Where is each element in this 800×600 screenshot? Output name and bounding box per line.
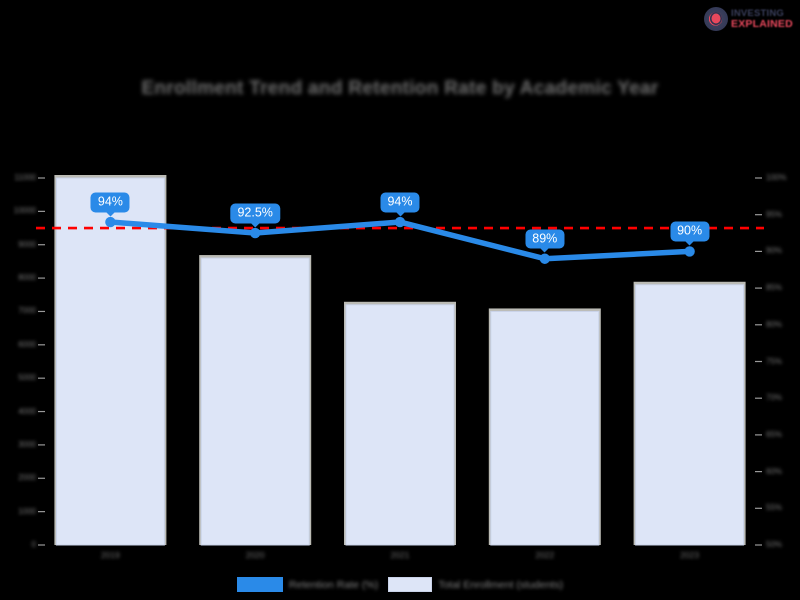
y-axis-left-tick-label: 3000: [18, 439, 36, 449]
y-axis-left-tick-label: 5000: [18, 373, 36, 383]
x-axis-tick-label-2019: 2019: [100, 550, 120, 560]
data-label-2023: 90%: [670, 221, 710, 242]
brand-logo-line1: INVESTING: [731, 7, 785, 19]
data-label-2019: 94%: [90, 192, 130, 213]
line-marker-2022[interactable]: [539, 253, 550, 264]
y-axis-right-tick-label: 85%: [766, 283, 783, 293]
brand-logo-icon: [704, 7, 728, 31]
y-axis-left-tick-label: 2000: [18, 473, 36, 483]
y-axis-left-tick-label: 1000: [18, 506, 36, 516]
data-label-2020: 92.5%: [230, 203, 280, 224]
y-axis-right-tick-label: 65%: [766, 429, 783, 439]
bar-2019[interactable]: [55, 177, 165, 546]
legend-swatch-bar-icon: [388, 577, 433, 592]
x-axis-tick-label-2020: 2020: [245, 550, 265, 560]
y-axis-left-tick-label: 11000: [14, 173, 36, 182]
bar-2022[interactable]: [490, 310, 600, 546]
x-axis-tick-label-2022: 2022: [535, 550, 555, 560]
bar-2023[interactable]: [635, 284, 745, 546]
y-axis-right-tick-label: 70%: [766, 393, 783, 403]
data-label-2021: 94%: [380, 192, 420, 213]
y-axis-left-tick-label: 9000: [18, 239, 36, 249]
line-marker-2023[interactable]: [684, 246, 695, 257]
y-axis-left-tick-label: 8000: [18, 273, 36, 283]
data-label-2022: 89%: [525, 229, 565, 249]
legend-label-total-enrollment: Total Enrollment (students): [438, 578, 564, 591]
x-axis-tick-label-2023: 2023: [680, 550, 700, 560]
axis-tick-marks: [38, 177, 762, 546]
brand-logo: INVESTING EXPLAINED: [704, 5, 793, 33]
brand-logo-text: INVESTING EXPLAINED: [731, 7, 793, 30]
chart-legend: Retention Rate (%) Total Enrollment (stu…: [0, 577, 800, 592]
bar-2021[interactable]: [345, 304, 455, 546]
y-axis-left-tick-label: 7000: [18, 306, 36, 316]
line-marker-2021[interactable]: [394, 216, 406, 228]
y-axis-left-tick-label: 10000: [13, 206, 36, 216]
line-marker-2019[interactable]: [105, 216, 116, 228]
y-axis-right-tick-label: 75%: [766, 356, 783, 366]
y-axis-left-tick-label: 0: [31, 540, 36, 549]
bar-2020[interactable]: [200, 257, 310, 546]
y-axis-left-tick-label: 6000: [18, 339, 36, 349]
legend-item-retention-rate[interactable]: Retention Rate (%): [236, 577, 379, 592]
chart-title: Enrollment Trend and Retention Rate by A…: [141, 78, 659, 99]
y-axis-left-tick-label: 4000: [18, 406, 36, 416]
x-axis-tick-label-2021: 2021: [390, 550, 410, 560]
y-axis-right-tick-label: 55%: [766, 503, 783, 513]
bar-series: [54, 175, 746, 546]
y-axis-right-tick-label: 100%: [766, 173, 787, 182]
y-axis-right-tick-label: 80%: [766, 319, 783, 329]
legend-item-total-enrollment[interactable]: Total Enrollment (students): [388, 577, 563, 592]
line-marker-2020[interactable]: [250, 227, 261, 239]
y-axis-right-tick-label: 95%: [766, 209, 783, 219]
y-axis-right-tick-label: 50%: [766, 540, 783, 549]
legend-label-retention-rate: Retention Rate (%): [288, 578, 379, 591]
y-axis-right-tick-label: 60%: [766, 466, 783, 476]
line-markers: [105, 216, 695, 264]
brand-logo-line2: EXPLAINED: [731, 18, 793, 30]
legend-swatch-line-icon: [236, 577, 283, 592]
y-axis-right-tick-label: 90%: [766, 246, 783, 256]
